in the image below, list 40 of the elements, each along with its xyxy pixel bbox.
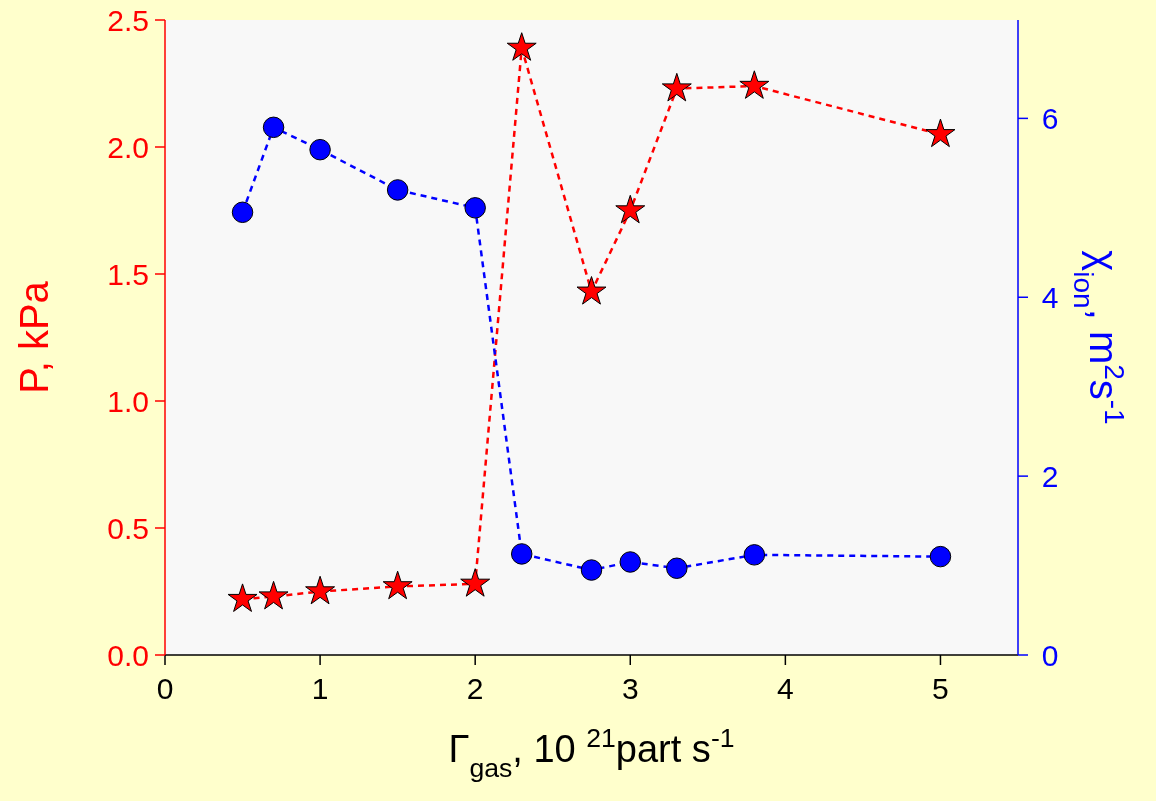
point (305, 575, 336, 605)
x-tick-label: 0 (156, 672, 174, 705)
point (231, 201, 254, 224)
point (309, 138, 331, 161)
y-tick-label: 1.5 (107, 257, 149, 291)
point (929, 545, 952, 568)
x-tick-label: 2 (466, 672, 484, 705)
point (580, 559, 603, 581)
point (460, 568, 491, 597)
x-tick-label: 5 (932, 672, 949, 705)
x-axis-title: Γ$_{gas}$, 10 $^{21}$part s$^{-1}$ (448, 723, 735, 783)
point (386, 179, 409, 201)
y2-tick-label: 4 (1041, 280, 1059, 314)
x-tick-label: 1 (311, 672, 329, 705)
point (464, 197, 486, 219)
point (382, 570, 413, 600)
point (506, 32, 537, 61)
y-tick-label: 2.0 (107, 130, 149, 164)
y2-tick-label: 0 (1041, 638, 1059, 672)
x-tick-label: 3 (621, 672, 639, 705)
point (615, 194, 646, 224)
point (262, 116, 285, 139)
y-tick-label: 0.0 (107, 638, 149, 672)
point (743, 544, 766, 566)
point (510, 543, 533, 565)
point (661, 72, 692, 102)
point (739, 70, 770, 99)
y-axis-title: P, kPa (12, 280, 56, 394)
y-tick-label: 0.5 (107, 511, 149, 545)
point (666, 557, 688, 579)
y2-tick-label: 2 (1041, 459, 1059, 493)
y2-tick-label: 6 (1041, 101, 1059, 135)
x-tick-label: 4 (777, 672, 794, 705)
y-tick-label: 2.5 (107, 3, 149, 37)
point (258, 580, 289, 610)
point (619, 551, 642, 573)
point (925, 118, 956, 148)
point (227, 583, 258, 612)
y-tick-label: 1.0 (107, 384, 149, 418)
point (576, 276, 607, 305)
